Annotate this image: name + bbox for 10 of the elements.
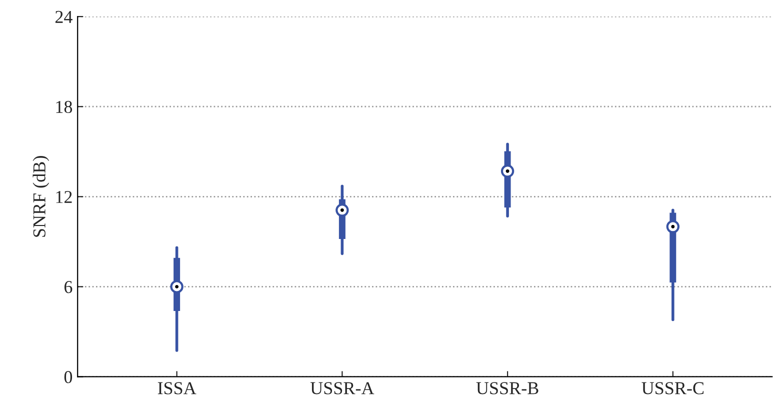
y-tick-label: 18 bbox=[56, 100, 72, 114]
y-tick-label: 6 bbox=[64, 281, 72, 294]
x-tick-label: USSR-B bbox=[476, 382, 538, 394]
x-tick-label: ISSA bbox=[158, 382, 196, 394]
y-tick-label: 12 bbox=[56, 190, 72, 203]
x-tick-label: USSR-C bbox=[642, 382, 704, 394]
y-axis-title: SNRF (dB) bbox=[32, 156, 50, 237]
x-tick-label: USSR-A bbox=[310, 382, 374, 394]
y-tick-label: 0 bbox=[64, 370, 72, 384]
y-tick-label: 24 bbox=[55, 10, 72, 23]
